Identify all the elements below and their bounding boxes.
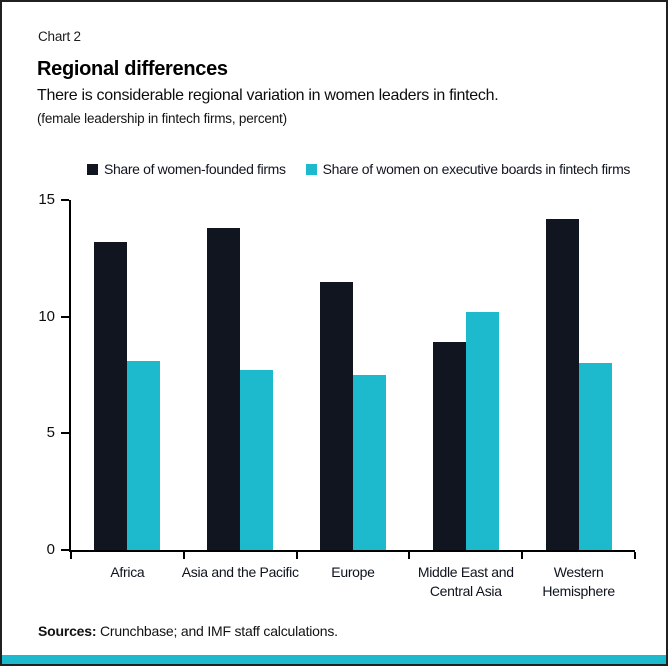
y-axis-tick <box>61 432 69 435</box>
legend-item-women-exec-boards: Share of women on executive boards in fi… <box>305 161 631 177</box>
bar-women-exec-boards <box>352 375 386 550</box>
x-axis-category-label: Africa <box>110 564 145 580</box>
sources-text: Crunchbase; and IMF staff calculations. <box>96 623 338 639</box>
x-axis-category-label: Europe <box>331 564 375 580</box>
sources-label: Sources: <box>38 623 97 639</box>
bar-women-founded-firms <box>319 281 353 550</box>
bar-women-founded-firms <box>545 218 579 550</box>
y-axis-label: 0 <box>46 541 55 558</box>
bar-group: Middle East and Central Asia <box>409 200 522 599</box>
chart-number: Chart 2 <box>38 29 81 44</box>
bottom-accent-bar <box>2 655 666 664</box>
bar-group: Asia and the Pacific <box>182 200 299 580</box>
legend: Share of women-founded firms Share of wom… <box>87 161 630 177</box>
x-axis-tick <box>634 552 636 559</box>
x-axis-tick <box>408 552 411 559</box>
legend-label-women-exec-boards: Share of women on executive boards in fi… <box>322 161 631 177</box>
x-axis-category-label: Western Hemisphere <box>542 564 615 599</box>
bar-group: Western Hemisphere <box>522 200 635 599</box>
bar-women-founded-firms <box>432 342 466 550</box>
y-axis-tick <box>61 549 69 551</box>
legend-swatch-women-exec-boards <box>305 163 317 175</box>
bar-women-exec-boards <box>127 361 161 550</box>
legend-label-women-founded-firms: Share of women-founded firms <box>104 161 286 177</box>
y-axis-tick <box>61 199 69 201</box>
x-axis-category-label: Middle East and Central Asia <box>417 564 514 599</box>
y-axis-label: 10 <box>38 307 55 325</box>
bar-group: Africa <box>71 200 184 580</box>
x-axis-tick <box>182 552 185 559</box>
y-axis-label: 15 <box>38 191 55 208</box>
y-axis-tick <box>61 315 69 318</box>
chart-title: Regional differences <box>37 58 228 80</box>
legend-swatch-women-founded-firms <box>87 163 98 175</box>
bar-women-founded-firms <box>207 228 241 550</box>
sources-note: Sources: Crunchbase; and IMF staff calcu… <box>38 623 338 639</box>
y-axis-label: 5 <box>46 424 55 442</box>
bar-group: Europe <box>297 200 410 580</box>
x-axis-category-label: Asia and the Pacific <box>181 564 299 580</box>
x-axis-tick <box>295 552 298 559</box>
plot-area: 0 5 10 15 Africa Asia and the Pacific Europe Mi… <box>38 191 636 599</box>
x-axis-tick <box>70 552 72 559</box>
bar-women-exec-boards <box>240 370 274 550</box>
bar-women-founded-firms <box>94 242 128 550</box>
x-axis-tick <box>521 552 524 559</box>
bar-women-exec-boards <box>465 312 499 550</box>
chart-subtitle: There is considerable regional variation… <box>37 87 499 104</box>
legend-item-women-founded-firms: Share of women-founded firms <box>87 161 286 177</box>
bar-women-exec-boards <box>578 363 612 550</box>
chart-unit-note: (female leadership in fintech firms, per… <box>37 111 287 126</box>
